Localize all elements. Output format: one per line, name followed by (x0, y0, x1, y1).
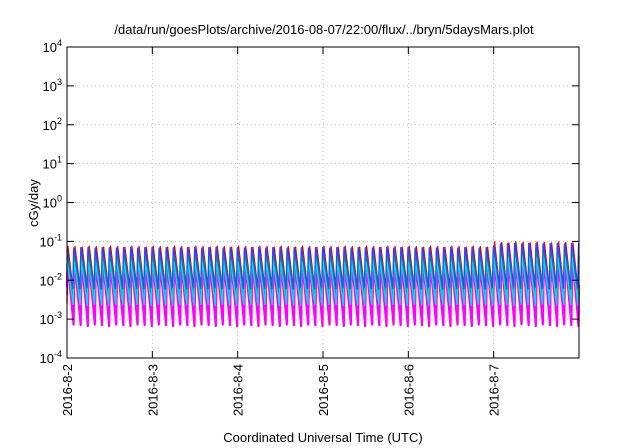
x-tick-label: 2016-8-2 (60, 364, 75, 416)
y-tick-label: 102 (43, 116, 62, 133)
y-tick-label: 104 (43, 38, 62, 55)
y-tick-label: 103 (43, 77, 62, 94)
x-tick-label: 2016-8-6 (401, 364, 416, 416)
x-axis-label: Coordinated Universal Time (UTC) (223, 430, 422, 445)
y-tick-label: 101 (43, 155, 62, 172)
x-tick-label: 2016-8-3 (145, 364, 160, 416)
y-axis: 104 103 102 101 100 10-1 10-2 10-3 10-4 (40, 38, 579, 366)
y-tick-label: 10-4 (40, 349, 62, 366)
chart-title: /data/run/goesPlots/archive/2016-08-07/2… (114, 22, 534, 37)
y-axis-label: cGy/day (26, 179, 41, 227)
x-tick-label: 2016-8-4 (231, 364, 246, 416)
series-layer (65, 241, 581, 328)
y-tick-label: 10-3 (40, 310, 62, 327)
y-tick-label: 100 (43, 194, 62, 211)
x-axis: 2016-8-2 2016-8-3 2016-8-4 2016-8-5 2016-8-6… (60, 47, 502, 416)
x-tick-label: 2016-8-5 (316, 364, 331, 416)
x-tick-label: 2016-8-7 (487, 364, 502, 416)
y-tick-label: 10-2 (40, 271, 62, 288)
series-line (66, 242, 580, 290)
y-tick-label: 10-1 (40, 232, 62, 249)
